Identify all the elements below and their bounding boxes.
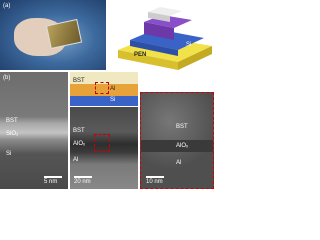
bst-front (144, 22, 174, 40)
layer-label: Si (110, 97, 116, 103)
scale-label: 20 nm (74, 179, 91, 185)
layer-label: BST (73, 128, 85, 134)
layer-label: Al (73, 157, 79, 163)
schematic (118, 7, 212, 70)
tem-image (0, 72, 68, 189)
scale-bar (74, 176, 92, 178)
layer-label: Al (110, 86, 116, 92)
layer-label: Al (176, 160, 182, 166)
si-front (130, 40, 178, 56)
photo (0, 0, 106, 70)
layer-label: SiO₂ (6, 131, 19, 137)
panel-label: (a) (3, 3, 11, 9)
pen-front (118, 50, 178, 70)
substrate-label: PEN (134, 52, 147, 58)
layer-label: BST (176, 124, 188, 130)
figure: (a) PEN Si (b) BST SiO₂ Si 5 nm BST Al S… (0, 0, 214, 189)
layer-label: BST (73, 78, 85, 84)
layer-label: AlOₓ (73, 141, 85, 147)
layer-label: BST (6, 118, 18, 124)
oxide-band (141, 140, 213, 152)
layer-label: Si (186, 42, 192, 48)
layer-label: Si (6, 151, 12, 157)
scale-bar (44, 176, 62, 178)
zoom-box (95, 82, 109, 94)
layer-label: AlOₓ (176, 143, 188, 149)
inset-schematic (70, 72, 138, 106)
scale-bar (146, 176, 164, 178)
tem-image (70, 107, 138, 189)
scale-label: 10 nm (146, 179, 163, 185)
zoom-box (94, 134, 110, 152)
device (45, 18, 83, 50)
scale-label: 5 nm (44, 179, 58, 185)
electrode (148, 7, 182, 16)
electrode-front (148, 12, 170, 22)
pen-side (178, 46, 212, 70)
panel-label: (b) (3, 75, 11, 81)
